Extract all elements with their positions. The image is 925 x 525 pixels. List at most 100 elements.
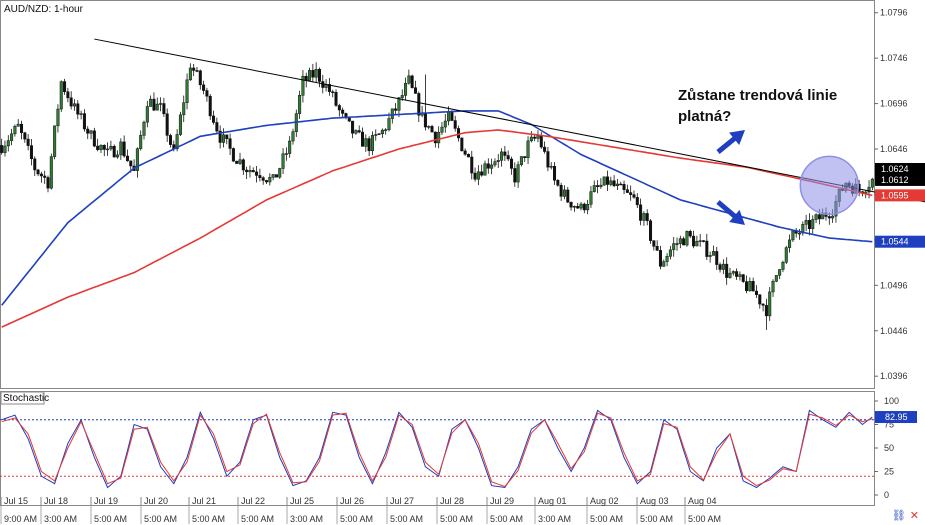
- candle-body: [79, 113, 83, 115]
- candle-body: [764, 305, 768, 317]
- candle-body: [466, 154, 470, 158]
- date-label: Jul 19: [94, 496, 118, 506]
- price-tick-label: 1.0746: [880, 53, 908, 63]
- candle-body: [741, 274, 745, 282]
- candle-body: [579, 203, 583, 209]
- candle-body: [804, 220, 808, 225]
- stochastic-badge: [875, 411, 917, 424]
- candle-body: [6, 140, 10, 147]
- link-icon[interactable]: ⛓: [891, 510, 906, 522]
- candle-body: [443, 120, 447, 128]
- candle-body: [519, 156, 523, 165]
- candle-body: [76, 103, 80, 115]
- candle-body: [463, 150, 467, 155]
- candle-body: [748, 281, 752, 292]
- candle-body: [43, 175, 47, 178]
- candle-body: [668, 249, 672, 257]
- candle-body: [274, 174, 278, 178]
- candle-body: [721, 263, 725, 270]
- candle-body: [351, 120, 355, 134]
- candle-body: [751, 281, 755, 292]
- time-label: 3:00 AM: [44, 514, 77, 524]
- candle-body: [450, 111, 454, 121]
- candle-body: [314, 68, 318, 78]
- candle-body: [36, 169, 40, 175]
- candle-body: [119, 141, 123, 156]
- time-label: 5:00 AM: [340, 514, 373, 524]
- candle-body: [758, 294, 762, 305]
- candle-body: [516, 164, 520, 183]
- candle-body: [321, 81, 325, 88]
- candle-body: [112, 146, 116, 158]
- candle-body: [708, 255, 712, 257]
- candle-body: [625, 189, 629, 193]
- candle-body: [506, 155, 510, 160]
- candle-body: [142, 121, 146, 136]
- candle-body: [29, 145, 33, 160]
- candle-body: [106, 148, 110, 151]
- price-badge: [875, 235, 925, 248]
- candle-body: [711, 251, 715, 256]
- stochastic-badge-label: 82.95: [885, 412, 908, 422]
- candle-body: [503, 151, 507, 156]
- candle-body: [745, 281, 749, 292]
- close-icon[interactable]: ✕: [909, 510, 919, 522]
- annotations: Zůstane trendová linie platná?: [678, 87, 860, 225]
- candle-body: [195, 70, 199, 72]
- arrow-up-icon: [729, 130, 745, 146]
- stochastic-title-box: [0, 391, 45, 405]
- candle-body: [291, 131, 295, 142]
- candle-body: [423, 112, 427, 128]
- date-label: Aug 04: [688, 496, 717, 506]
- date-label: Jul 29: [490, 496, 514, 506]
- candle-body: [718, 264, 722, 270]
- stochastic-k-line: [1, 409, 873, 489]
- candle-body: [178, 114, 182, 135]
- candle-body: [304, 75, 308, 81]
- candle-body: [89, 130, 93, 134]
- candle-body: [331, 91, 335, 93]
- candle-body: [695, 241, 699, 247]
- candle-body: [493, 161, 497, 166]
- arrow-up-shaft: [716, 135, 738, 154]
- candle-body: [576, 206, 580, 209]
- candle-body: [596, 185, 600, 187]
- candle-body: [533, 136, 537, 139]
- candle-body: [572, 206, 576, 208]
- candle-body: [258, 175, 262, 178]
- candle-body: [566, 189, 570, 203]
- moving-average-red: [1, 129, 873, 328]
- candle-body: [410, 75, 414, 88]
- candle-body: [63, 81, 67, 92]
- annotation-line-1: Zůstane trendová linie: [678, 87, 837, 104]
- candle-body: [553, 166, 557, 181]
- highlight-circle: [799, 155, 860, 216]
- price-tick-label: 1.0696: [880, 99, 908, 109]
- candle-body: [407, 75, 411, 84]
- chart-frame: AUD/NZD: 1-hour: [0, 0, 875, 506]
- time-label: 3:00 AM: [538, 514, 571, 524]
- candle-body: [185, 79, 189, 103]
- candle-body: [622, 184, 626, 190]
- candle-body: [807, 220, 811, 229]
- candle-body: [53, 125, 57, 157]
- candle-body: [268, 177, 272, 183]
- candle-body: [92, 130, 96, 147]
- candle-body: [473, 172, 477, 180]
- candle-body: [427, 126, 431, 128]
- candle-body: [182, 102, 186, 116]
- candle-body: [341, 109, 345, 114]
- candle-body: [159, 103, 163, 105]
- time-label: 5:00 AM: [640, 514, 673, 524]
- candle-body: [586, 204, 590, 211]
- axes: 1.0796 1.0746 1.0696 1.0646 1.0496 1.0446 1.03…: [0, 8, 925, 524]
- candle-body: [480, 171, 484, 176]
- price-tick-label: 1.0446: [880, 326, 908, 336]
- price-tick-label: 1.0496: [880, 280, 908, 290]
- date-label: Aug 03: [640, 496, 669, 506]
- candle-body: [370, 135, 374, 152]
- arrow-down-icon: [729, 209, 745, 225]
- candle-body: [374, 134, 378, 136]
- candle-body: [470, 156, 474, 174]
- price-badge: [875, 189, 925, 202]
